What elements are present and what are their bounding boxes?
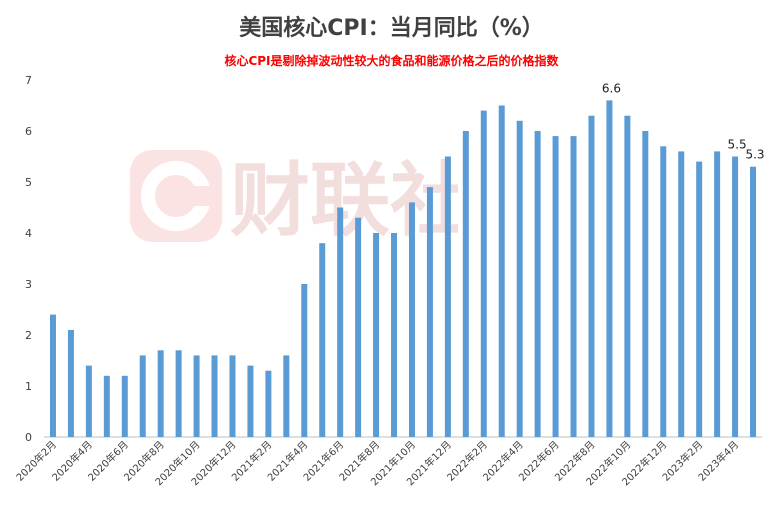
bar — [480, 110, 487, 437]
chart-subtitle: 核心CPI是剔除掉波动性较大的食品和能源价格之后的价格指数 — [224, 54, 559, 68]
y-tick-label: 1 — [25, 380, 32, 393]
bar — [624, 115, 631, 437]
data-label: 6.6 — [602, 81, 621, 95]
bar — [534, 131, 541, 437]
bar — [588, 115, 595, 437]
y-tick-label: 5 — [25, 176, 32, 189]
data-label: 5.3 — [745, 148, 764, 162]
bar — [49, 314, 56, 437]
bar — [301, 284, 308, 437]
bar — [444, 156, 451, 437]
bar — [103, 375, 110, 437]
data-label: 5.5 — [728, 138, 747, 152]
bar — [157, 350, 164, 437]
bar — [462, 131, 469, 437]
bar — [85, 365, 92, 437]
bar — [337, 207, 344, 437]
bar — [552, 136, 559, 437]
bar — [750, 166, 757, 437]
bar — [193, 355, 200, 437]
bar — [247, 365, 254, 437]
chart-title: 美国核心CPI：当月同比（%） — [239, 16, 544, 41]
y-tick-label: 3 — [25, 278, 32, 291]
bar — [265, 370, 272, 437]
bar — [498, 105, 505, 437]
bar — [642, 131, 649, 437]
bar — [355, 217, 362, 437]
y-tick-label: 2 — [25, 329, 32, 342]
bar — [175, 350, 182, 437]
watermark-text: 财联社 — [230, 154, 458, 246]
watermark-logo: 财联社 — [130, 150, 458, 246]
bar — [696, 161, 703, 437]
y-tick-label: 7 — [25, 74, 32, 87]
bar — [408, 202, 415, 437]
bar — [211, 355, 218, 437]
bar — [660, 146, 667, 438]
y-tick-label: 6 — [25, 125, 32, 138]
bar — [426, 187, 433, 437]
bar — [67, 329, 74, 437]
bar — [678, 151, 685, 437]
bar — [714, 151, 721, 437]
bar — [229, 355, 236, 437]
bar — [391, 233, 398, 437]
bar — [121, 375, 128, 437]
bar — [606, 100, 613, 438]
bar — [139, 355, 146, 437]
bar — [516, 120, 523, 438]
y-tick-label: 4 — [25, 227, 32, 240]
bar — [732, 156, 739, 437]
y-tick-label: 0 — [25, 431, 32, 444]
bar — [570, 136, 577, 437]
bar — [319, 243, 326, 437]
bar — [283, 355, 290, 437]
bar — [373, 233, 380, 437]
